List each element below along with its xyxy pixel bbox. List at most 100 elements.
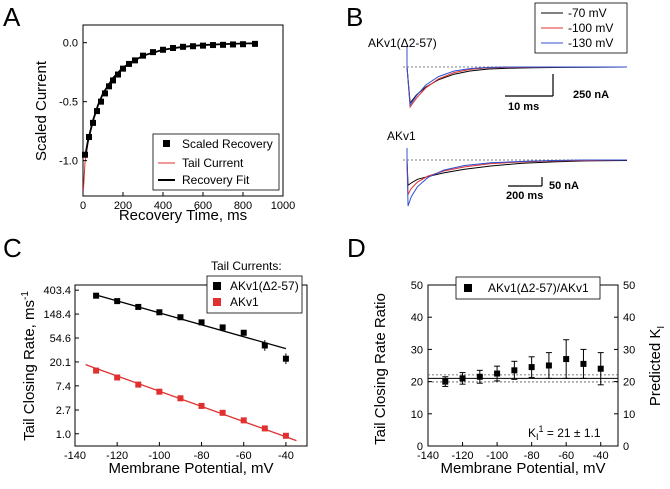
- y-tick-label: 10: [411, 409, 423, 421]
- panel-d-legend: AKv1(Δ2-57)/AKv1: [455, 276, 601, 300]
- y-tick-label: 20: [411, 377, 423, 389]
- akv1-point: [282, 432, 289, 439]
- akv1-mutant-point: [114, 298, 121, 305]
- fit-line: [95, 294, 287, 350]
- panel-c-legend-box: [206, 275, 303, 314]
- akv1-mutant-point: [135, 303, 142, 310]
- y-tick-label: 0: [417, 441, 423, 453]
- scaled-recovery-point: [94, 108, 100, 115]
- panel-c-ticks: -140 -120 -100 -80 -60 -40 1.0 2.7 7.4 20.1 54.6 14…: [43, 285, 293, 462]
- legend-marker-akv1: [213, 298, 221, 306]
- scaled-recovery-point: [190, 43, 196, 50]
- panel-b-time-scale-bottom: 200 ms: [506, 190, 543, 202]
- scaled-recovery-point: [102, 90, 108, 97]
- y-tick-label: -0.5: [59, 97, 78, 109]
- panel-c-ylabel-group: Tail Closing Rate, ms-1: [20, 291, 38, 441]
- panel-d-marks: [428, 339, 618, 387]
- panel-a-xlabel: Recovery Time, ms: [119, 207, 247, 224]
- y-tick-label: 148.4: [43, 309, 71, 321]
- akv1-point: [219, 409, 226, 416]
- akv1-mutant-point: [156, 309, 163, 316]
- akv1-mutant-point: [219, 324, 226, 331]
- legend-label-70mv: -70 mV: [568, 6, 607, 20]
- panel-b-legend: -70 mV -100 mV -130 mV: [534, 2, 628, 54]
- y-tick-label-right: 30: [623, 344, 635, 356]
- ratio-point: [459, 375, 466, 382]
- y-tick-label-right: 10: [623, 409, 635, 421]
- panel-letter-b: B: [346, 2, 363, 32]
- scaled-recovery-point: [252, 40, 258, 47]
- scaled-recovery-point: [230, 41, 236, 48]
- legend-label-scaled-recovery: Scaled Recovery: [182, 137, 273, 151]
- akv1-mutant-point: [93, 292, 100, 299]
- legend-marker-ratio: [464, 284, 472, 292]
- legend-label-100mv: -100 mV: [568, 21, 613, 35]
- scaled-recovery-point: [86, 134, 92, 141]
- y-tick-label: 30: [411, 344, 423, 356]
- panel-d-frame: [427, 284, 619, 447]
- panel-letter-a: A: [3, 2, 21, 32]
- ratio-point: [511, 367, 518, 374]
- akv1-mutant-point: [240, 329, 247, 336]
- y-tick-label-right: 20: [623, 377, 635, 389]
- ratio-point: [545, 362, 552, 369]
- akv1-point: [177, 395, 184, 402]
- scaled-recovery-point: [180, 43, 186, 50]
- scaled-recovery-point: [170, 44, 176, 51]
- x-tick-label: -60: [236, 450, 252, 462]
- panel-b-bottom-traces: [406, 148, 628, 207]
- legend-marker-akv1-mutant: [213, 282, 221, 290]
- scaled-recovery-point: [240, 41, 246, 48]
- akv1-mutant-point: [198, 319, 205, 326]
- x-tick-label: -80: [524, 450, 540, 462]
- current-trace: [406, 66, 627, 107]
- x-tick-label: -40: [278, 450, 294, 462]
- y-tick-label: 40: [411, 312, 423, 324]
- panel-c-legend: Tail Currents: AKv1(Δ2-57) AKv1: [206, 259, 303, 314]
- scaled-recovery-point: [90, 119, 96, 126]
- scaled-recovery-point: [220, 41, 226, 48]
- x-tick-label: 200: [114, 200, 132, 212]
- scaled-recovery-point: [120, 65, 126, 72]
- legend-label-130mv: -130 mV: [568, 36, 613, 50]
- panel-b-current-scale-bottom: 50 nA: [549, 180, 579, 192]
- ratio-point: [580, 360, 587, 367]
- legend-label-ratio: AKv1(Δ2-57)/AKv1: [488, 281, 589, 295]
- y-tick-label: 20.1: [50, 357, 71, 369]
- panel-d-xlabel: Membrane Potential, mV: [440, 460, 605, 477]
- scaled-recovery-point: [82, 151, 88, 158]
- panel-a-marks: [82, 40, 258, 191]
- akv1-point: [135, 381, 142, 388]
- y-tick-label: -1.0: [59, 156, 78, 168]
- panel-d-ylabel: Tail Closing Rate Ratio: [372, 293, 389, 445]
- panel-d-ylabel-right: Predicted KI: [647, 326, 667, 406]
- panel-a-ylabel: Scaled Current: [33, 60, 50, 161]
- x-tick-label: -120: [106, 450, 128, 462]
- panel-d-ticks: -140 -120 -100 -80 -60 -40 0 0 10 10 20 20 30 30 40 40 5…: [411, 280, 636, 462]
- scaled-recovery-point: [160, 46, 166, 53]
- y-tick-label: 2.7: [56, 405, 71, 417]
- akv1-mutant-point: [177, 314, 184, 321]
- y-tick-label-right: 50: [623, 280, 635, 292]
- x-tick-label: 1000: [271, 200, 295, 212]
- akv1-point: [114, 374, 121, 381]
- scaled-recovery-point: [98, 98, 104, 105]
- y-tick-label-right: 40: [623, 312, 635, 324]
- panel-b-trace-label-wt: AKv1: [387, 129, 416, 143]
- x-tick-label: -100: [486, 450, 508, 462]
- x-tick-label: -100: [148, 450, 170, 462]
- x-tick-label: 400: [154, 200, 172, 212]
- legend-label-akv1: AKv1: [230, 295, 259, 309]
- panel-c-frame: [74, 284, 308, 447]
- ratio-point: [528, 364, 535, 371]
- panel-c-legend-title: Tail Currents:: [211, 259, 282, 273]
- panel-c-ylabel: Tail Closing Rate, ms-1: [20, 291, 38, 441]
- akv1-point: [93, 367, 100, 374]
- ratio-point: [563, 356, 570, 363]
- legend-label-recovery-fit: Recovery Fit: [182, 173, 250, 187]
- legend-marker-scaled-recovery: [163, 140, 170, 147]
- panel-letter-c: C: [3, 233, 22, 263]
- legend-label-tail-current: Tail Current: [182, 156, 244, 170]
- panel-a-legend: Scaled Recovery Tail Current Recovery Fi…: [152, 133, 280, 191]
